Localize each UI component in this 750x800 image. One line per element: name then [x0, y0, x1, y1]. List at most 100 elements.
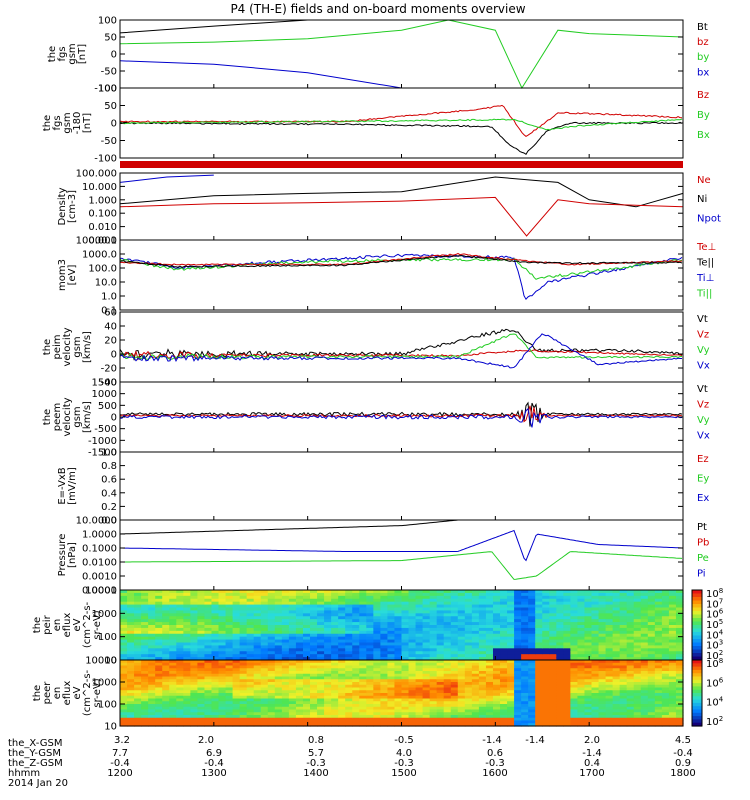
peir-cell: [366, 645, 374, 649]
peir-cell: [295, 651, 304, 655]
peer-cell: [507, 701, 515, 705]
peir-cell: [359, 625, 367, 629]
peer-cell: [485, 676, 494, 680]
peer-cell: [211, 701, 220, 705]
peer-cell: [148, 684, 156, 689]
peer-cell: [331, 682, 339, 686]
peir-cell: [204, 607, 213, 612]
peir-cell: [239, 613, 248, 617]
peer-cell: [626, 676, 635, 680]
peer-cell: [366, 690, 374, 694]
peer-cell: [436, 704, 445, 708]
peer-cell: [514, 682, 522, 686]
peir-cell: [373, 601, 381, 606]
peir-cell: [310, 633, 318, 638]
peer-cell: [176, 717, 184, 722]
peir-cell: [415, 627, 424, 632]
peir-cell: [570, 619, 579, 623]
peir-cell: [260, 613, 269, 617]
peer-cell: [176, 695, 184, 700]
peir-cell: [542, 625, 550, 629]
peer-cell: [549, 684, 557, 689]
peer-cell: [352, 671, 360, 675]
peir-cell: [464, 595, 473, 600]
peir-cell: [197, 610, 206, 614]
xaxis-z-gsm: -0.4: [110, 758, 130, 769]
peer-cell: [563, 715, 571, 719]
peir-cell: [169, 627, 177, 632]
peer-cell: [373, 662, 381, 667]
peir-cell: [162, 636, 170, 641]
peir-cell: [394, 598, 403, 603]
peer-cell: [387, 712, 396, 716]
peir-cell: [514, 645, 522, 649]
peir-cell: [542, 619, 550, 623]
peir-cell: [366, 627, 374, 632]
peir-cell: [338, 590, 346, 594]
peer-cell: [239, 717, 248, 722]
peir-cell: [436, 648, 445, 652]
peir-cell: [225, 616, 234, 620]
peir-cell: [338, 639, 346, 644]
peir-cell: [408, 648, 417, 652]
peer-cell: [514, 668, 522, 672]
peer-cell: [120, 701, 128, 705]
peir-cell: [380, 610, 389, 614]
peer-cell: [239, 684, 248, 689]
peer-cell: [549, 679, 557, 683]
peir-cell: [492, 610, 501, 614]
peir-cell: [225, 639, 234, 644]
peir-cell: [232, 648, 241, 652]
peir-cell: [345, 590, 353, 594]
peir-cell: [605, 654, 614, 658]
peer-cell: [401, 690, 410, 694]
peer-cell: [535, 660, 543, 664]
peer-cell: [514, 698, 522, 702]
peer-cell: [450, 693, 459, 697]
peer-cell: [492, 695, 501, 700]
peir-cell: [295, 607, 304, 612]
peer-cell: [302, 679, 311, 683]
peer-cell: [626, 701, 635, 705]
peer-cell: [387, 690, 396, 694]
peir-cell: [218, 636, 227, 641]
peir-cell: [654, 598, 663, 603]
peir-cell: [260, 604, 269, 609]
peir-cell: [225, 619, 234, 623]
peer-cell: [485, 723, 494, 727]
peir-cell: [211, 622, 220, 626]
peer-cell: [514, 715, 522, 719]
peer-cell: [324, 701, 332, 705]
peir-cell: [422, 616, 431, 620]
peer-cell: [331, 673, 339, 678]
ylabel-fgs2: [nT]: [82, 113, 93, 133]
peer-cell: [563, 687, 571, 691]
peer-cell: [500, 695, 508, 700]
peer-cell: [577, 684, 586, 689]
peir-cell: [380, 642, 389, 647]
peir-cell: [162, 613, 170, 617]
peir-cell: [464, 607, 473, 612]
peir-cell: [528, 630, 536, 635]
peer-cell: [485, 671, 494, 675]
peir-cell: [535, 657, 543, 661]
peer-cell: [605, 704, 614, 708]
peir-cell: [605, 604, 614, 609]
peir-cell: [176, 630, 184, 635]
peir-cell: [239, 654, 248, 658]
ylabel-peer: eflux: [62, 681, 73, 706]
peer-cell: [647, 679, 656, 683]
peir-cell: [598, 619, 607, 623]
trace-temp-black: [119, 255, 683, 268]
peer-cell: [612, 687, 621, 691]
peer-cell: [162, 717, 170, 722]
peir-cell: [584, 642, 593, 647]
peer-cell: [478, 712, 487, 716]
peir-cell: [232, 642, 241, 647]
peer-cell: [598, 671, 607, 675]
peir-cell: [394, 642, 403, 647]
peir-cell: [169, 595, 177, 600]
peir-cell: [570, 657, 579, 661]
peir-cell: [288, 642, 297, 647]
peir-cell: [366, 616, 374, 620]
